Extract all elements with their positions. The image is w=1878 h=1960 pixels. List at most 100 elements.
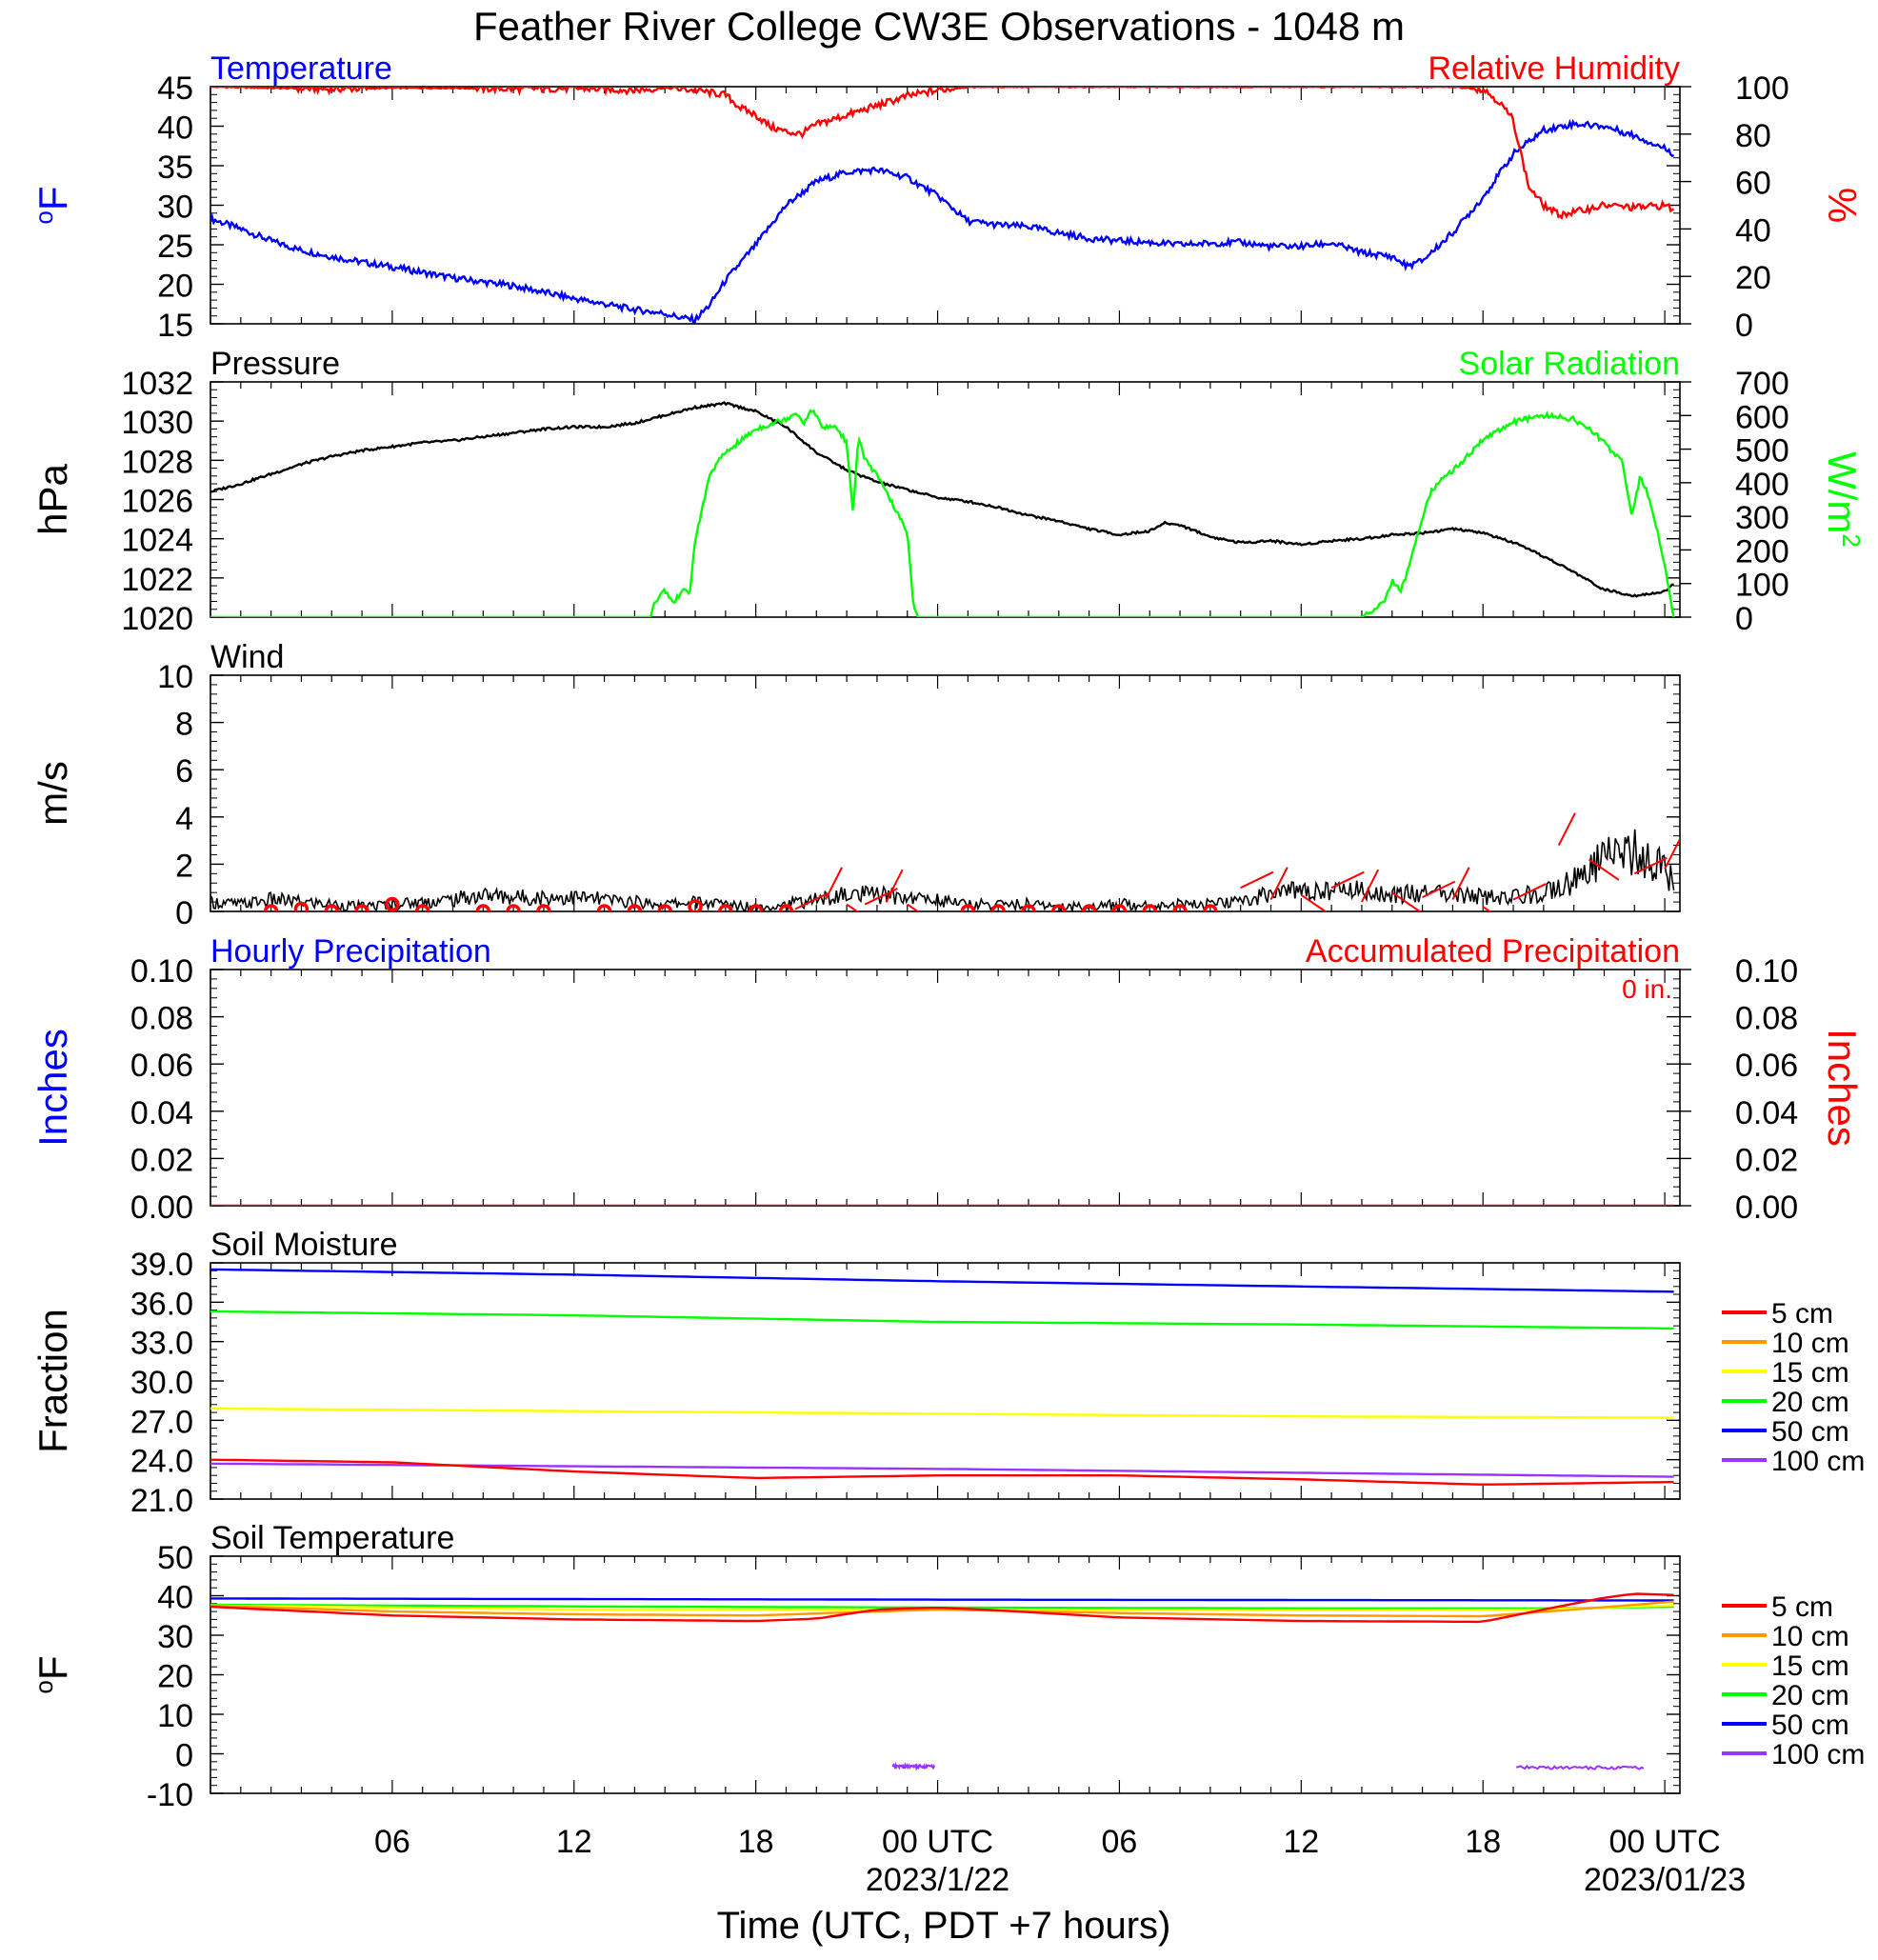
- y-tick-label-left: 1024: [121, 523, 193, 559]
- y-tick-label-left: 27.0: [130, 1404, 193, 1440]
- wind-calm-circle: [506, 904, 521, 911]
- y-tick-label-left: 0.08: [130, 1001, 193, 1037]
- y-tick-label-left: 10: [157, 659, 193, 695]
- y-axis-label-left: m/s: [30, 761, 75, 826]
- legend-label: 50 cm: [1771, 1710, 1849, 1741]
- series-group: [210, 812, 1680, 911]
- y-tick-label-left: 0: [175, 895, 193, 931]
- y-tick-label-right: 80: [1735, 118, 1771, 154]
- y-tick-label-right: 0.08: [1735, 1001, 1798, 1037]
- y-tick-label-left: 10: [157, 1698, 193, 1734]
- series-line: [210, 87, 1675, 221]
- panel-title-left: Hourly Precipitation: [210, 933, 491, 970]
- y-tick-label-right: 700: [1735, 366, 1789, 402]
- y-tick-label-right: 0: [1735, 601, 1753, 637]
- wind-barb: [1269, 867, 1289, 901]
- y-tick-label-right: 500: [1735, 433, 1789, 470]
- y-tick-label-right: 400: [1735, 467, 1789, 503]
- wind-barb: [794, 892, 829, 910]
- x-date-label: 2023/01/23: [1584, 1862, 1746, 1898]
- legend-label: 20 cm: [1771, 1680, 1849, 1711]
- series-line: [210, 1268, 1674, 1293]
- x-tick-label: 00 UTC: [1609, 1824, 1721, 1860]
- series-line: [210, 401, 1674, 598]
- series-group: [210, 1268, 1674, 1486]
- x-tick-label: 18: [738, 1824, 774, 1860]
- wind-barb: [907, 903, 920, 911]
- panel-title-left: Wind: [210, 639, 284, 675]
- y-tick-label-left: 40: [157, 110, 193, 147]
- legend-label: 10 cm: [1771, 1328, 1849, 1359]
- plot-frame: [210, 969, 1681, 1207]
- series-line: [210, 1458, 1674, 1486]
- y-tick-label-left: 1028: [121, 444, 193, 480]
- wind-barb: [1512, 883, 1547, 901]
- y-tick-label-left: 1026: [121, 484, 193, 520]
- wind-calm-circle: [657, 904, 672, 911]
- y-tick-label-left: 39.0: [130, 1247, 193, 1283]
- y-tick-label-left: 0.02: [130, 1142, 193, 1178]
- wind-calm-circle: [385, 896, 400, 911]
- y-tick-label-left: 36.0: [130, 1286, 193, 1322]
- y-tick-label-right: 200: [1735, 533, 1789, 570]
- wind-calm-circle: [1111, 904, 1128, 911]
- panel-title-left: Soil Temperature: [210, 1520, 454, 1556]
- wind-barb: [1240, 870, 1274, 890]
- y-tick-label-left: 15: [157, 308, 193, 344]
- y-axis-label-right: %: [1820, 188, 1865, 223]
- wind-barb: [1391, 891, 1422, 911]
- y-tick-label-left: 45: [157, 70, 193, 107]
- x-tick-label: 06: [374, 1824, 410, 1860]
- y-tick-label-right: 0.06: [1735, 1048, 1798, 1084]
- legend-label: 10 cm: [1771, 1621, 1849, 1652]
- wind-barb: [1330, 870, 1365, 890]
- panel-wind: 10 8 6 4 2 0 Wind m/s: [30, 639, 1681, 931]
- y-tick-label-left: 1020: [121, 601, 193, 637]
- wind-calm-circle: [475, 904, 491, 911]
- y-axis-label-right: Inches: [1820, 1029, 1865, 1147]
- y-tick-label-left: 20: [157, 1659, 193, 1695]
- panel-title-right: Accumulated Precipitation: [1306, 933, 1680, 970]
- wind-barb: [1482, 906, 1492, 911]
- wind-calm-circle: [414, 904, 430, 911]
- wind-barb: [846, 903, 859, 911]
- wind-calm-circle: [1203, 904, 1218, 911]
- series-line: [210, 409, 1675, 617]
- y-tick-label-right: 0.02: [1735, 1142, 1798, 1178]
- panel-soil-moisture: 39.036.0 33.030.027.0 24.021.0 Soil Moistur…: [30, 1227, 1865, 1519]
- legend-label: 20 cm: [1771, 1387, 1849, 1418]
- panel-precipitation: 0.10 0.08 0.06 0.04 0.02 0.00 0.10 0.08 0.06 0.04…: [30, 933, 1865, 1226]
- series-line: [210, 1310, 1674, 1330]
- x-axis-label: Time (UTC, PDT +7 hours): [717, 1905, 1171, 1947]
- wind-barb: [885, 869, 904, 903]
- wind-barb: [1588, 858, 1620, 881]
- y-tick-label-left: 0.10: [130, 953, 193, 990]
- y-tick-label-right: 60: [1735, 166, 1771, 202]
- y-tick-label-left: 25: [157, 229, 193, 265]
- series-group: [210, 401, 1675, 617]
- y-axis-label-left: oF: [30, 1655, 75, 1693]
- y-tick-label-left: 40: [157, 1580, 193, 1616]
- y-tick-label-left: 8: [175, 707, 193, 743]
- plot-frame: [210, 674, 1681, 912]
- y-tick-label-left: 30: [157, 190, 193, 226]
- wind-calm-circle: [778, 904, 794, 911]
- series-line: [210, 1600, 1674, 1618]
- legend-label: 50 cm: [1771, 1416, 1849, 1448]
- series-line: [210, 1407, 1674, 1419]
- wind-calm-circle: [596, 904, 612, 911]
- x-date-label: 2023/1/22: [866, 1862, 1009, 1898]
- wind-calm-circle: [748, 904, 764, 911]
- panel-title-left: Temperature: [210, 50, 392, 87]
- y-tick-label-right: 20: [1735, 260, 1771, 296]
- y-axis-label-left: oF: [30, 186, 75, 224]
- wind-calm-circle: [990, 904, 1006, 911]
- wind-calm-circle: [1142, 904, 1157, 911]
- y-tick-label-left: 35: [157, 150, 193, 186]
- y-tick-label-left: 30.0: [130, 1365, 193, 1401]
- y-axis-label-left: Inches: [30, 1029, 75, 1147]
- y-tick-label-right: 0.00: [1735, 1190, 1798, 1226]
